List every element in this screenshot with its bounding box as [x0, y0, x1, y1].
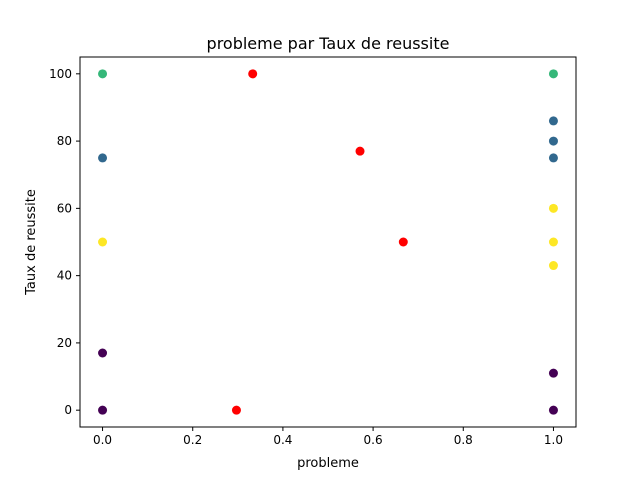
y-tick-label: 100: [49, 67, 72, 81]
data-point: [548, 368, 558, 378]
data-point: [548, 153, 558, 163]
x-tick-label: 0.4: [273, 433, 292, 447]
y-tick-label: 20: [57, 336, 72, 350]
data-point: [248, 69, 258, 79]
data-point: [548, 237, 558, 247]
data-point: [355, 146, 365, 156]
data-point: [548, 69, 558, 79]
data-point: [98, 153, 108, 163]
y-tick-label: 40: [57, 269, 72, 283]
y-axis-ticks: 0 20 40 60 80 100: [49, 67, 80, 417]
x-tick-label: 0.6: [364, 433, 383, 447]
plot-frame: [79, 56, 577, 428]
x-axis-label: probleme: [297, 456, 359, 471]
data-point: [98, 348, 108, 358]
data-point: [98, 69, 108, 79]
x-tick-label: 0.2: [183, 433, 202, 447]
data-point: [98, 237, 108, 247]
data-point: [98, 405, 108, 415]
data-point: [548, 261, 558, 271]
y-tick-label: 60: [57, 201, 72, 215]
data-point: [548, 136, 558, 146]
data-point: [548, 116, 558, 126]
data-point: [548, 405, 558, 415]
y-axis-label: Taux de reussite: [24, 189, 39, 296]
points-layer: [98, 69, 558, 415]
x-tick-label: 0.0: [93, 433, 112, 447]
data-point: [231, 405, 241, 415]
y-tick-label: 80: [57, 134, 72, 148]
y-tick-label: 0: [64, 403, 72, 417]
data-point: [548, 203, 558, 213]
x-tick-label: 0.8: [454, 433, 473, 447]
x-axis-ticks: 0.0 0.2 0.4 0.6 0.8 1.0: [93, 427, 563, 447]
x-tick-label: 1.0: [544, 433, 563, 447]
chart-title: probleme par Taux de reussite: [207, 34, 450, 53]
data-point: [398, 237, 408, 247]
